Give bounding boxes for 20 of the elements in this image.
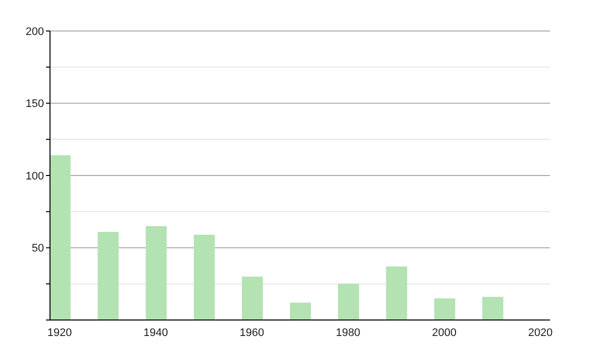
- bar: [194, 234, 215, 320]
- bar: [50, 155, 71, 320]
- x-tick-label: 1980: [336, 326, 360, 339]
- x-tick-label: 2000: [432, 326, 456, 339]
- bar: [338, 284, 360, 320]
- y-tick-label: 200: [26, 26, 44, 38]
- bar: [434, 298, 456, 320]
- x-tick-label: 1920: [47, 326, 72, 339]
- bar: [482, 296, 504, 320]
- bar: [98, 232, 119, 320]
- bar: [290, 302, 311, 320]
- bar: [386, 266, 408, 320]
- y-tick-label: 150: [26, 98, 44, 110]
- x-tick-label: 1940: [144, 326, 168, 339]
- bar: [146, 226, 167, 320]
- bar: [242, 276, 263, 320]
- x-tick-label: 2020: [528, 326, 553, 339]
- y-tick-label: 50: [32, 242, 44, 255]
- x-tick-label: 1960: [240, 326, 264, 339]
- y-tick-label: 100: [26, 170, 44, 182]
